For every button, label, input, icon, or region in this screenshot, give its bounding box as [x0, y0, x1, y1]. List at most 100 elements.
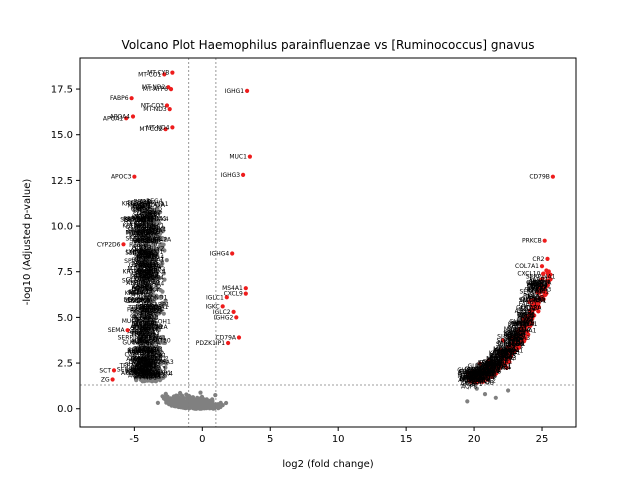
point-not-significant	[145, 262, 150, 267]
dense-gene-label: FABP1	[133, 357, 152, 364]
dense-gene-label: AQP8	[135, 362, 151, 369]
dense-gene-label: RBP2	[135, 317, 151, 324]
dense-gene-label: REG4	[135, 271, 152, 278]
point-not-significant	[152, 256, 157, 261]
point-significant	[540, 286, 545, 291]
dense-gene-label: REG4	[134, 199, 151, 206]
dense-gene-label: LYZ	[144, 218, 154, 225]
point-not-significant	[153, 304, 158, 309]
dense-gene-label: SERPINA1	[125, 249, 155, 256]
dense-gene-label: CA2	[135, 217, 147, 224]
dense-gene-label: APOB	[528, 294, 545, 301]
dense-gene-label: MT-ND1	[134, 253, 158, 260]
point-significant	[485, 366, 490, 371]
dense-gene-label: OLFM4	[139, 333, 160, 340]
point-significant	[539, 264, 545, 269]
dense-gene-label: TFF1	[467, 381, 483, 388]
dense-gene-label: SLC26A3	[139, 366, 166, 373]
dense-gene-label: SPINK4	[137, 287, 159, 294]
dense-gene-label: OLFM4	[138, 341, 159, 348]
point-not-significant	[132, 291, 137, 296]
dense-gene-label: APOB	[519, 313, 536, 320]
dense-gene-label: OLFM4	[137, 267, 158, 274]
point-not-significant	[141, 249, 146, 254]
point-significant	[477, 371, 482, 376]
dense-gene-label: AQP8	[135, 322, 151, 329]
gene-label: IGHG4	[210, 251, 230, 258]
dense-gene-label: CA1	[140, 326, 152, 333]
dense-gene-label: FABP1	[473, 377, 492, 384]
dense-gene-label: SERPINA1	[125, 217, 155, 224]
dense-gene-label: ATOH1	[133, 362, 154, 369]
dense-gene-label: AQP8	[141, 226, 157, 233]
dense-gene-label: APOB	[144, 363, 161, 370]
dense-gene-label: MUC2	[142, 225, 160, 232]
dense-gene-label: CA2	[520, 317, 532, 324]
dense-gene-label: SERPINA1	[494, 348, 524, 355]
point-not-significant	[153, 312, 158, 317]
dense-gene-label: ATOH1	[139, 247, 160, 254]
point-not-significant	[138, 341, 143, 346]
dense-gene-label: GUCA2A	[142, 324, 168, 331]
dense-gene-label: ALB	[149, 229, 161, 236]
dense-gene-label: ATOH1	[126, 356, 147, 363]
dense-gene-label: ATOH1	[515, 308, 536, 315]
x-tick-label: -5	[129, 434, 139, 445]
dense-gene-label: CDX2	[478, 370, 495, 377]
point-significant	[541, 271, 546, 276]
point-not-significant	[143, 234, 148, 239]
dense-gene-label: MT-ND1	[130, 274, 154, 281]
dense-gene-label: RBP2	[134, 263, 150, 270]
dense-gene-label: ALB	[497, 348, 509, 355]
dense-gene-label: FABP1	[132, 316, 151, 323]
dense-gene-label: SERPINA1	[120, 217, 150, 224]
dense-gene-label: AQP8	[485, 361, 501, 368]
point-significant	[231, 309, 236, 314]
dense-gene-label: REG4	[137, 205, 154, 212]
dense-gene-label: CA1	[141, 286, 153, 293]
dense-gene-label: AQP8	[138, 347, 154, 354]
dense-gene-label: GUCA2A	[126, 370, 152, 377]
point-not-significant	[153, 226, 158, 231]
point-not-significant	[147, 291, 152, 296]
dense-gene-label: TFF1	[119, 363, 135, 370]
point-not-significant	[155, 338, 160, 343]
dense-gene-label: CA1	[147, 225, 159, 232]
dense-gene-label: KRT20	[474, 368, 493, 375]
y-tick-label: 15.0	[51, 130, 73, 141]
point-not-significant	[465, 399, 470, 404]
dense-gene-label: SPINK4	[133, 320, 155, 327]
point-significant	[529, 312, 534, 317]
dense-gene-label: GUCA2A	[129, 269, 155, 276]
dense-gene-label: MT-ND1	[129, 250, 153, 257]
point-significant	[473, 372, 478, 377]
dense-gene-label: CDX2	[132, 298, 149, 305]
dense-gene-label: REG4	[509, 331, 526, 338]
dense-gene-label: OLFM4	[505, 330, 526, 337]
dense-gene-label: SPINK4	[151, 371, 173, 378]
dense-gene-label: FABP1	[133, 203, 152, 210]
dense-gene-label: SPINK4	[134, 304, 156, 311]
point-not-significant	[145, 258, 150, 263]
dense-gene-label: CDX2	[130, 313, 147, 320]
dense-gene-label: CDX2	[133, 346, 150, 353]
dense-gene-label: SLC26A3	[490, 355, 517, 362]
point-not-significant	[146, 250, 151, 256]
dense-gene-label: ATOH1	[126, 280, 147, 287]
dense-gene-label: LYZ	[137, 256, 147, 263]
dense-gene-label: RBP2	[466, 374, 482, 381]
dense-gene-label: LYZ	[533, 282, 543, 289]
point-not-significant	[151, 231, 156, 236]
dense-gene-label: LYZ	[498, 353, 508, 360]
dense-gene-label: MUC2	[122, 318, 140, 325]
dense-gene-label: CDX2	[137, 372, 154, 379]
point-not-significant	[146, 307, 151, 312]
y-tick-label: 10.0	[51, 222, 73, 233]
dense-gene-label: GUCA2A	[457, 367, 483, 374]
dense-gene-label: KRT20	[123, 269, 142, 276]
point-not-significant	[160, 229, 165, 234]
point-not-significant	[155, 286, 160, 291]
point-not-significant	[140, 307, 145, 312]
dense-gene-label: SPINK4	[490, 353, 512, 360]
point-significant	[163, 127, 168, 132]
